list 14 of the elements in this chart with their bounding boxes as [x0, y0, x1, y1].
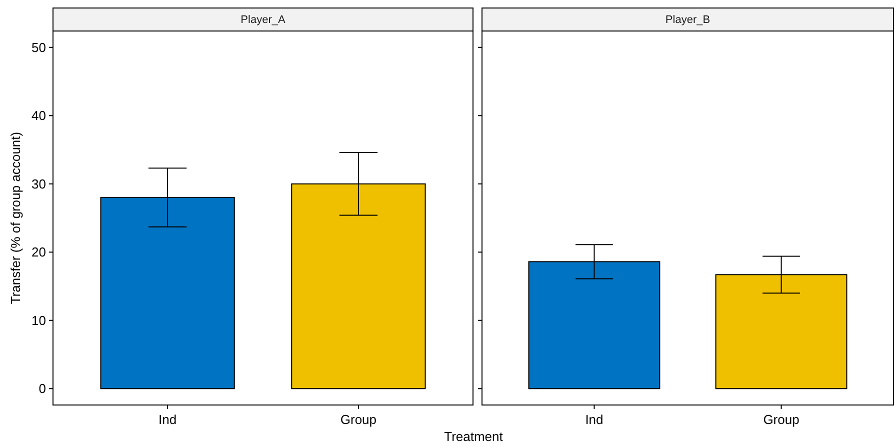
- x-tick-label: Ind: [585, 412, 604, 427]
- y-tick-label: 40: [32, 108, 46, 124]
- x-tick-label: Ind: [158, 412, 177, 427]
- chart-title: Player_B: [665, 14, 710, 26]
- x-tick-label: Group: [340, 412, 377, 427]
- x-axis-title: Treatment: [444, 429, 504, 444]
- y-tick-label: 10: [32, 312, 46, 328]
- y-axis-title: Transfer (% of group account): [8, 132, 23, 304]
- y-tick-label: 20: [32, 244, 46, 260]
- y-tick-label: 50: [32, 40, 46, 55]
- y-tick-label: 30: [32, 176, 46, 192]
- y-tick-label: 0: [38, 381, 46, 396]
- chart-title: Player_A: [240, 14, 286, 26]
- x-tick-label: Group: [763, 412, 800, 427]
